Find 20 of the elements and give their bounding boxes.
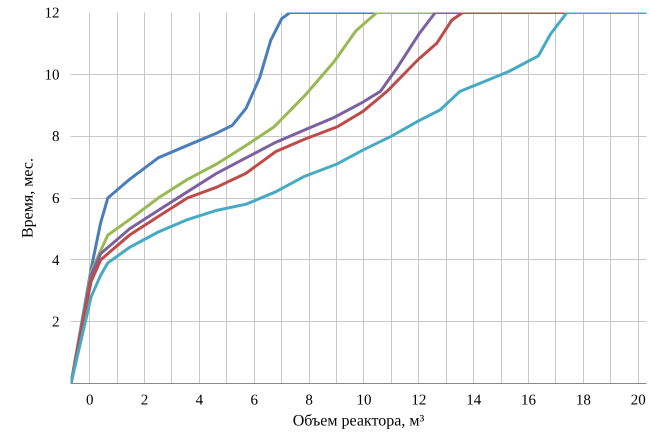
x-tick-label: 0 xyxy=(86,392,94,408)
y-axis-title: Время, мес. xyxy=(20,158,36,238)
y-tick-label: 2 xyxy=(52,314,60,331)
y-tick-label: 12 xyxy=(44,6,60,22)
x-tick-label: 8 xyxy=(305,392,313,408)
x-tick-label: 6 xyxy=(250,392,259,408)
x-tick-label: 4 xyxy=(196,392,204,408)
x-tick-label: 20 xyxy=(630,392,646,408)
line-series xyxy=(70,12,646,384)
x-tick-label: 2 xyxy=(140,392,148,408)
y-tick-label: 8 xyxy=(52,129,60,146)
x-tick-label: 12 xyxy=(411,392,426,408)
y-tick-label: 10 xyxy=(44,67,60,84)
x-tick-label: 14 xyxy=(466,392,482,408)
x-tick-label: 10 xyxy=(356,392,372,408)
x-tick-label: 16 xyxy=(521,392,537,408)
y-tick-label: 4 xyxy=(52,252,60,269)
x-tick-label: 18 xyxy=(576,392,591,408)
x-axis-title: Объем реактора, м³ xyxy=(292,412,424,430)
y-tick-label: 6 xyxy=(52,191,60,207)
